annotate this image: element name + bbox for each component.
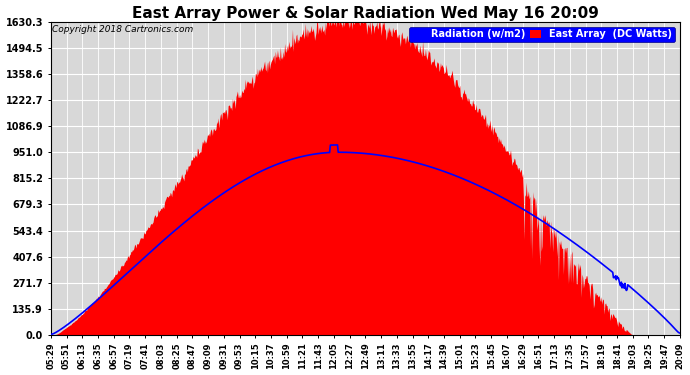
Text: Copyright 2018 Cartronics.com: Copyright 2018 Cartronics.com	[52, 25, 193, 34]
Title: East Array Power & Solar Radiation Wed May 16 20:09: East Array Power & Solar Radiation Wed M…	[132, 6, 599, 21]
Legend: Radiation (w/m2), East Array  (DC Watts): Radiation (w/m2), East Array (DC Watts)	[409, 27, 675, 42]
